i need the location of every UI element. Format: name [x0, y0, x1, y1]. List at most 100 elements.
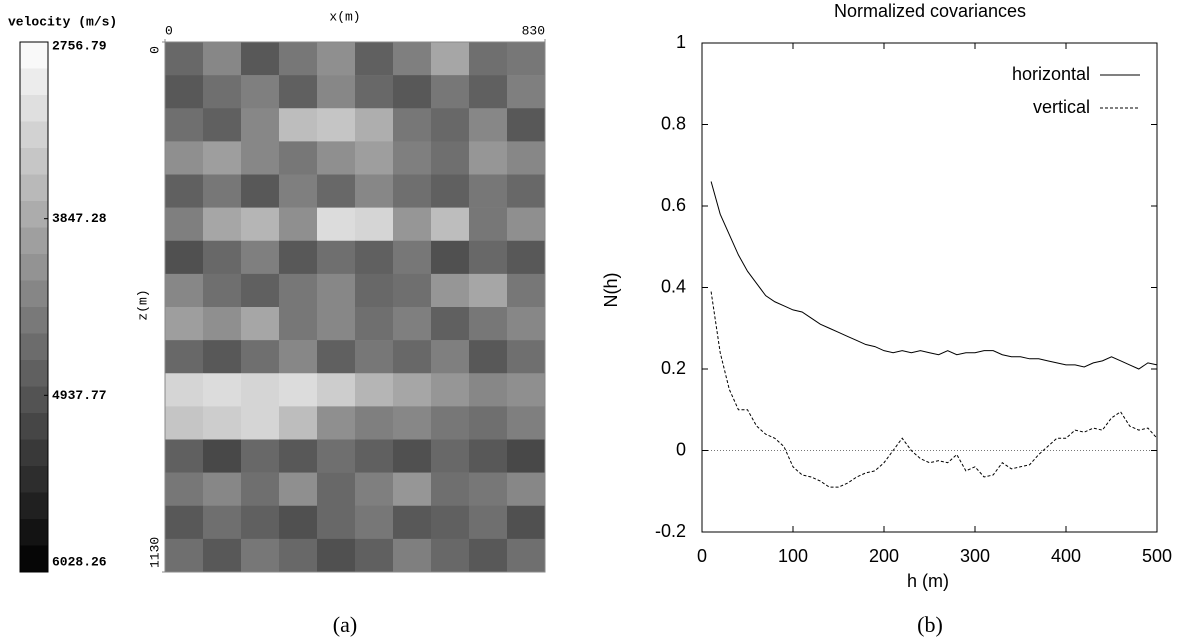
legend-label: horizontal [1012, 64, 1090, 84]
heatmap-cell [393, 141, 432, 175]
heatmap-cell [507, 307, 546, 341]
heatmap-cell [507, 174, 546, 208]
heatmap-cell [203, 141, 242, 175]
y-tick-label: -0.2 [655, 521, 686, 541]
chart-title: Normalized covariances [834, 1, 1026, 21]
heatmap-cell [431, 505, 470, 540]
heatmap-cell [279, 439, 318, 473]
heatmap-cell [431, 340, 470, 374]
heatmap-cell [241, 240, 280, 275]
heatmap-cell [317, 207, 356, 242]
heatmap-cell [317, 373, 356, 407]
heatmap-cell [393, 373, 432, 407]
heatmap-cell [203, 439, 242, 473]
x-tick-label: 300 [960, 546, 990, 566]
heatmap-cell [469, 307, 508, 341]
colorbar-band [20, 42, 48, 69]
heatmap-cell [241, 75, 280, 109]
heatmap-cell [317, 340, 356, 374]
heatmap-cell [355, 373, 394, 407]
colorbar-band [20, 95, 48, 122]
heatmap-cell [241, 340, 280, 374]
heatmap-cell [279, 307, 318, 341]
heatmap-cell [393, 340, 432, 374]
colorbar-band [20, 201, 48, 228]
heatmap-cell [355, 75, 394, 109]
colorbar-band [20, 148, 48, 175]
heatmap-cell [355, 472, 394, 507]
heatmap-cell [507, 273, 546, 308]
heatmap-cell [203, 406, 242, 440]
heatmap-cell [393, 108, 432, 142]
heatmap-cell [317, 174, 356, 208]
y-tick-label: 0.6 [661, 195, 686, 215]
heatmap-cell [317, 505, 356, 540]
heatmap-cell [469, 75, 508, 109]
heatmap-cell [431, 406, 470, 440]
x-tick-label: 100 [778, 546, 808, 566]
heatmap-cell [165, 273, 204, 308]
heatmap-cell [241, 273, 280, 308]
heatmap-cell [393, 439, 432, 473]
heatmap-cell [241, 108, 280, 142]
heatmap-cell [279, 340, 318, 374]
legend-label: vertical [1033, 97, 1090, 117]
heatmap-cell [355, 108, 394, 142]
heatmap-cell [241, 472, 280, 507]
x-axis-label: h (m) [907, 571, 949, 591]
heatmap-cell [507, 108, 546, 142]
colorbar-band [20, 174, 48, 202]
heatmap-cell [317, 141, 356, 175]
y-tick-label: 0 [147, 46, 162, 54]
heatmap-cell [165, 42, 204, 76]
heatmap-cell [203, 240, 242, 275]
heatmap-cell [469, 538, 508, 573]
heatmap-cell [165, 340, 204, 374]
colorbar-band [20, 519, 48, 546]
y-tick-label: 0 [676, 439, 686, 459]
x-tick-label: 500 [1142, 546, 1172, 566]
caption: (b) [917, 612, 943, 637]
colorbar-tick-label: 2756.79 [52, 38, 107, 53]
heatmap-cell [241, 141, 280, 175]
heatmap-cell [355, 240, 394, 275]
heatmap-cell [431, 75, 470, 109]
heatmap-cell [279, 108, 318, 142]
caption: (a) [333, 612, 357, 637]
heatmap-cell [431, 439, 470, 473]
heatmap-cell [431, 42, 470, 76]
colorbar-band [20, 68, 48, 96]
x-tick-label: 400 [1051, 546, 1081, 566]
heatmap-cell [279, 505, 318, 540]
heatmap-cell [393, 273, 432, 308]
heatmap-cell [469, 340, 508, 374]
x-tick-label: 0 [697, 546, 707, 566]
x-tick-label: 830 [522, 23, 545, 38]
heatmap-cell [469, 505, 508, 540]
heatmap-cell [507, 439, 546, 473]
heatmap-cell [469, 240, 508, 275]
heatmap-cell [317, 472, 356, 507]
heatmap-cell [431, 141, 470, 175]
heatmap-cell [317, 108, 356, 142]
colorbar-band [20, 307, 48, 334]
heatmap-cell [279, 406, 318, 440]
colorbar-band [20, 121, 48, 149]
heatmap-cell [165, 240, 204, 275]
heatmap-cell [355, 505, 394, 540]
heatmap-cell [355, 307, 394, 341]
heatmap-cell [507, 505, 546, 540]
heatmap-cell [203, 340, 242, 374]
heatmap-cell [165, 108, 204, 142]
heatmap-cell [203, 307, 242, 341]
heatmap-cell [203, 505, 242, 540]
heatmap-cell [241, 538, 280, 573]
heatmap-cell [165, 439, 204, 473]
heatmap-cell [241, 373, 280, 407]
heatmap-cell [431, 472, 470, 507]
heatmap-cell [203, 538, 242, 573]
heatmap-cell [317, 75, 356, 109]
colorbar-band [20, 386, 48, 414]
x-axis-label: x(m) [329, 9, 360, 24]
